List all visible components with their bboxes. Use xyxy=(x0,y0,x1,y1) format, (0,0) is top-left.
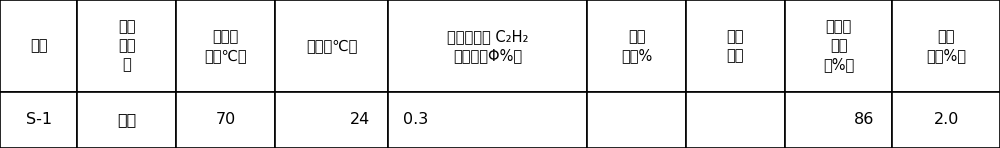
Text: 2.0: 2.0 xyxy=(934,112,959,127)
Text: 乙烯选
择性
（%）: 乙烯选 择性 （%） xyxy=(823,19,854,73)
Bar xyxy=(388,92,587,148)
Bar xyxy=(176,0,275,92)
Bar xyxy=(77,0,176,92)
Bar xyxy=(785,92,892,148)
Bar xyxy=(686,92,785,148)
Text: 温升（℃）: 温升（℃） xyxy=(306,38,357,53)
Bar xyxy=(77,92,176,148)
Text: 乙烯
增量%: 乙烯 增量% xyxy=(621,29,652,63)
Bar xyxy=(587,0,686,92)
Bar xyxy=(892,0,1000,92)
Text: 一段: 一段 xyxy=(117,112,137,127)
Text: 86: 86 xyxy=(854,112,874,127)
Text: 24: 24 xyxy=(350,112,370,127)
Bar xyxy=(686,0,785,92)
Text: 入口温
度（℃）: 入口温 度（℃） xyxy=(204,29,247,63)
Bar xyxy=(587,92,686,148)
Text: 0.3: 0.3 xyxy=(403,112,428,127)
Text: S-1: S-1 xyxy=(26,112,52,127)
Bar xyxy=(892,92,1000,148)
Text: 反应器出口 C₂H₂
残余量（Φ%）: 反应器出口 C₂H₂ 残余量（Φ%） xyxy=(447,29,528,63)
Bar xyxy=(0,92,77,148)
Bar xyxy=(785,0,892,92)
Text: 绿油
量（%）: 绿油 量（%） xyxy=(926,29,966,63)
Text: 丙烯
增量: 丙烯 增量 xyxy=(727,29,744,63)
Bar xyxy=(275,92,388,148)
Text: 反应
器段
次: 反应 器段 次 xyxy=(118,19,136,73)
Text: 项目: 项目 xyxy=(30,38,47,53)
Bar xyxy=(388,0,587,92)
Bar xyxy=(0,0,77,92)
Bar xyxy=(275,0,388,92)
Bar xyxy=(176,92,275,148)
Text: 70: 70 xyxy=(216,112,236,127)
